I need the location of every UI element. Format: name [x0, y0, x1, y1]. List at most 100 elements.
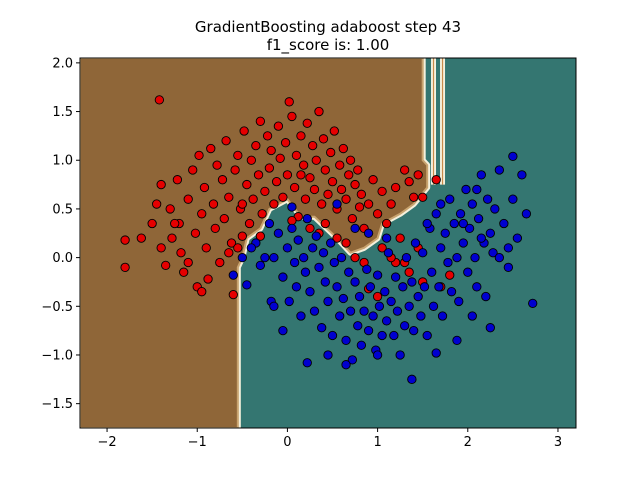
scatter-point-class-1: [383, 248, 394, 258]
scatter-point-class-0: [431, 175, 441, 185]
scatter-point-class-1: [332, 282, 342, 292]
scatter-point-class-0: [257, 209, 267, 219]
scatter-point-class-1: [508, 151, 518, 161]
x-tick-label: 0: [283, 435, 291, 450]
scatter-point-class-0: [228, 289, 238, 300]
scatter-point-class-1: [473, 214, 484, 224]
scatter-point-class-0: [345, 155, 356, 165]
scatter-point-class-1: [449, 218, 459, 229]
scatter-point-class-1: [395, 350, 405, 360]
scatter-point-class-0: [172, 175, 183, 185]
scatter-point-class-1: [418, 248, 428, 258]
scatter-point-class-0: [208, 199, 219, 209]
scatter-point-class-0: [255, 231, 266, 241]
y-tick-label: −1.5: [41, 397, 73, 412]
scatter-point-class-0: [170, 218, 180, 229]
scatter-point-class-1: [503, 262, 514, 272]
scatter-point-class-1: [255, 260, 266, 271]
scatter-point-class-0: [156, 179, 166, 190]
scatter-point-class-1: [362, 264, 372, 274]
scatter-point-class-1: [336, 252, 347, 263]
scatter-point-class-0: [248, 194, 258, 204]
scatter-point-class-0: [326, 147, 336, 158]
scatter-point-class-1: [446, 287, 457, 297]
scatter-point-class-0: [336, 184, 347, 195]
scatter-point-class-0: [176, 248, 186, 258]
scatter-point-class-1: [481, 291, 491, 302]
scatter-point-class-0: [318, 134, 329, 144]
scatter-point-class-1: [287, 223, 297, 234]
y-tick-label: 0.0: [52, 251, 73, 266]
scatter-point-class-0: [188, 165, 198, 175]
x-axis: −2 −1 0 1 2 3: [97, 428, 562, 450]
scatter-point-class-0: [183, 257, 193, 268]
scatter-point-class-1: [389, 330, 399, 341]
scatter-point-class-0: [372, 291, 383, 302]
y-tick-label: 1.5: [52, 105, 73, 120]
scatter-point-class-0: [320, 218, 330, 229]
scatter-point-class-1: [464, 223, 475, 234]
scatter-point-class-0: [262, 131, 273, 141]
scatter-point-class-0: [404, 267, 414, 277]
scatter-point-class-1: [326, 238, 336, 248]
y-tick-label: −0.5: [41, 300, 73, 315]
scatter-point-class-0: [237, 231, 247, 241]
scatter-point-class-1: [380, 287, 390, 297]
scatter-point-class-1: [390, 272, 401, 282]
scatter-point-class-0: [282, 170, 293, 180]
scatter-point-class-0: [395, 233, 405, 243]
scatter-point-class-1: [302, 358, 312, 368]
scatter-point-class-0: [356, 189, 367, 199]
axes-frame: [79, 57, 577, 429]
scatter-point-class-0: [347, 214, 357, 224]
scatter-point-class-1: [427, 267, 437, 277]
scatter-point-class-1: [458, 218, 468, 229]
scatter-point-class-0: [311, 155, 321, 165]
scatter-point-class-0: [302, 118, 312, 128]
scatter-point-class-1: [264, 218, 275, 229]
scatter-point-class-1: [374, 301, 385, 311]
scatter-point-class-1: [341, 335, 351, 346]
scatter-point-class-1: [488, 248, 498, 258]
scatter-point-class-0: [183, 194, 193, 204]
scatter-point-class-1: [436, 243, 446, 253]
scatter-point-class-1: [503, 243, 514, 253]
scatter-point-class-0: [226, 238, 237, 248]
scatter-point-class-1: [452, 335, 462, 346]
scatter-point-class-1: [467, 311, 477, 321]
scatter-point-class-1: [363, 228, 374, 238]
scatter-point-class-1: [323, 350, 333, 360]
scatter-point-class-1: [287, 202, 297, 212]
scatter-point-class-1: [327, 330, 338, 341]
scatter-point-class-1: [289, 257, 300, 268]
scatter-point-class-0: [377, 186, 387, 197]
scatter-point-class-0: [237, 199, 247, 209]
scatter-point-class-1: [485, 228, 495, 238]
scatter-point-class-1: [318, 248, 329, 258]
scatter-point-class-1: [422, 218, 432, 229]
scatter-point-class-0: [400, 165, 410, 175]
scatter-point-class-0: [354, 202, 365, 212]
scatter-point-class-1: [341, 360, 351, 370]
scatter-point-class-0: [197, 287, 207, 297]
scatter-point-class-0: [381, 218, 392, 229]
scatter-point-class-0: [233, 150, 243, 161]
scatter-point-class-1: [392, 306, 403, 316]
scatter-point-class-1: [445, 194, 455, 204]
scatter-point-class-1: [470, 252, 480, 263]
scatter-point-class-0: [327, 177, 338, 187]
scatter-point-class-0: [233, 243, 243, 253]
scatter-point-class-0: [251, 140, 261, 151]
scatter-point-class-0: [212, 160, 222, 170]
scatter-point-class-1: [335, 311, 345, 321]
scatter-point-class-1: [413, 291, 423, 302]
x-tick-label: 1: [373, 435, 381, 450]
scatter-point-class-1: [299, 252, 309, 263]
scatter-point-class-0: [335, 160, 345, 170]
scatter-point-class-1: [353, 321, 363, 331]
scatter-point-class-0: [120, 235, 130, 245]
scatter-point-class-1: [359, 306, 369, 316]
scatter-point-class-1: [284, 296, 294, 307]
scatter-point-class-1: [329, 257, 339, 268]
scatter-point-class-0: [296, 131, 306, 141]
